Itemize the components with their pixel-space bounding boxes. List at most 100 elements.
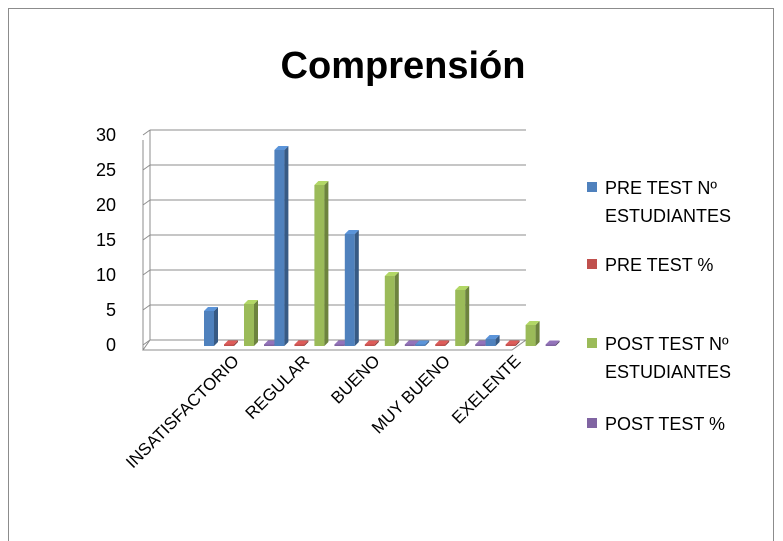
bar-side — [374, 340, 379, 346]
legend-item-3: POST TEST % — [587, 414, 725, 434]
bar-1-0 — [274, 146, 289, 346]
gridline-diag-4 — [142, 199, 151, 206]
bar-front — [224, 344, 234, 346]
bar-4-2 — [525, 321, 540, 346]
bar-2-1 — [364, 340, 379, 346]
bar-side — [214, 307, 218, 346]
bar-front — [455, 290, 466, 346]
bar-front — [364, 344, 375, 346]
x-category-label: BUENO — [327, 351, 383, 407]
bar-front — [404, 344, 415, 346]
bar-side — [284, 146, 289, 346]
bar-front — [475, 344, 486, 346]
bar-3-2 — [455, 286, 470, 346]
chart-frame — [8, 8, 774, 541]
legend-label: ESTUDIANTES — [605, 206, 731, 226]
legend-swatch — [587, 182, 597, 192]
bar-front — [274, 150, 285, 346]
bar-top — [525, 321, 540, 325]
legend-label: PRE TEST Nº — [605, 178, 717, 198]
gridline-diag-2 — [142, 269, 151, 276]
bar-side — [495, 335, 500, 346]
bar-3-0 — [415, 340, 430, 346]
bar-3-1 — [435, 340, 450, 346]
bar-side — [465, 286, 470, 346]
y-tick-label: 0 — [106, 335, 116, 355]
bar-4-0 — [485, 335, 500, 346]
bar-front — [344, 234, 355, 346]
bar-front — [244, 304, 254, 346]
gridline-diag-5 — [142, 164, 151, 171]
bar-top — [485, 335, 500, 339]
bar-front — [415, 344, 426, 346]
bar-top — [204, 307, 218, 311]
bar-side — [394, 272, 399, 346]
bar-4-3 — [545, 340, 560, 346]
legend-item-0: PRE TEST Nº ESTUDIANTES — [587, 178, 731, 226]
bar-top — [545, 340, 560, 345]
bar-front — [525, 325, 536, 346]
bar-front — [485, 339, 496, 346]
bar-0-0 — [204, 307, 218, 346]
legend-label: PRE TEST % — [605, 255, 713, 275]
bar-side — [234, 340, 238, 346]
bar-2-2 — [384, 272, 399, 346]
bar-top — [224, 340, 238, 345]
bar-front — [384, 276, 395, 346]
bar-0-1 — [224, 340, 238, 346]
bar-0-2 — [244, 300, 258, 346]
x-category-label: INSATISFACTORIO — [122, 351, 243, 472]
legend-item-2: POST TEST Nº ESTUDIANTES — [587, 334, 731, 382]
chart-title: Comprensión — [281, 45, 526, 87]
gridline-diag-3 — [142, 234, 151, 241]
bar-4-1 — [505, 340, 520, 346]
bar-side — [425, 340, 430, 346]
bar-front — [334, 344, 345, 346]
legend-swatch — [587, 418, 597, 428]
bar-top — [364, 340, 379, 345]
bar-side — [324, 181, 329, 346]
y-tick-label: 30 — [96, 125, 116, 145]
y-tick-label: 5 — [106, 300, 116, 320]
bar-top — [314, 181, 329, 185]
bar-side — [304, 340, 309, 346]
bar-side — [555, 340, 560, 346]
bar-1-2 — [314, 181, 329, 346]
bar-front — [264, 344, 274, 346]
bar-top — [344, 230, 359, 234]
x-category-label: EXELENTE — [448, 351, 524, 427]
y-tick-label: 25 — [96, 160, 116, 180]
bar-2-0 — [344, 230, 359, 346]
bar-top — [435, 340, 450, 345]
y-tick-label: 20 — [96, 195, 116, 215]
bar-front — [545, 344, 556, 346]
bar-1-1 — [294, 340, 309, 346]
bar-side — [445, 340, 450, 346]
bar-front — [294, 344, 305, 346]
legend-swatch — [587, 338, 597, 348]
bar-front — [314, 185, 325, 346]
bar-front — [204, 311, 214, 346]
x-category-label: REGULAR — [242, 351, 314, 423]
bar-side — [254, 300, 258, 346]
bar-top — [404, 340, 419, 345]
bar-top — [455, 286, 470, 290]
y-tick-label: 10 — [96, 265, 116, 285]
bar-front — [435, 344, 446, 346]
legend-label: POST TEST Nº — [605, 334, 729, 354]
bar-side — [354, 230, 359, 346]
legend-label: ESTUDIANTES — [605, 362, 731, 382]
bar-front — [505, 344, 516, 346]
legend-label: POST TEST % — [605, 414, 725, 434]
bar-side — [535, 321, 540, 346]
legend: PRE TEST Nº ESTUDIANTES PRE TEST % POST TES… — [587, 178, 731, 434]
y-tick-label: 15 — [96, 230, 116, 250]
gridline-diag-1 — [142, 304, 151, 311]
bar-top — [274, 146, 289, 150]
bar-side — [515, 340, 520, 346]
bar-top — [244, 300, 258, 304]
bar-top — [384, 272, 399, 276]
bar-top — [505, 340, 520, 345]
